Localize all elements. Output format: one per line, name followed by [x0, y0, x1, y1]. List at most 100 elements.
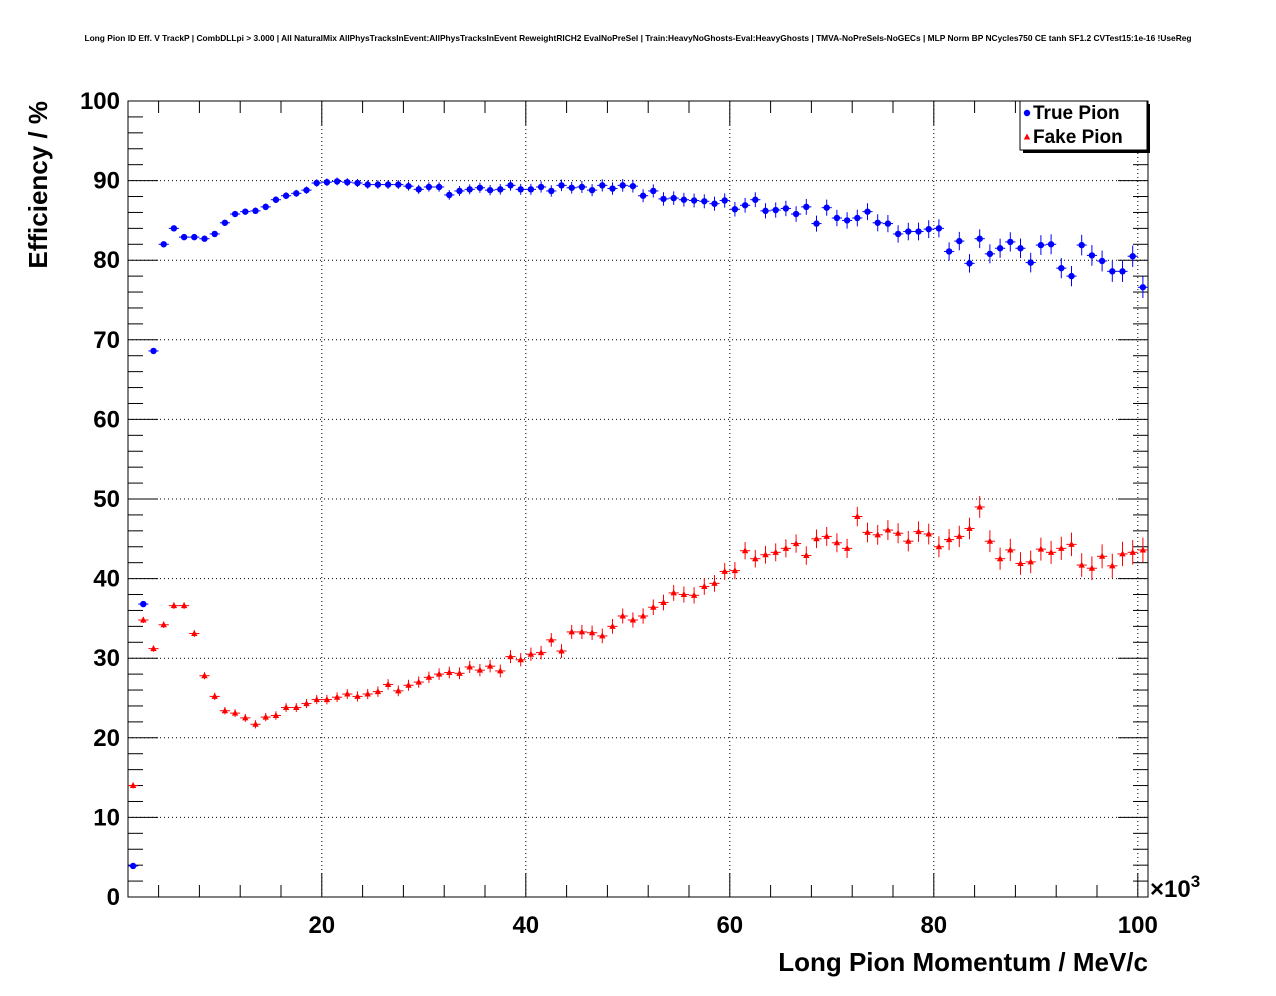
- data-point: [711, 579, 718, 586]
- data-point: [191, 233, 198, 241]
- data-point: [731, 567, 739, 574]
- data-point: [588, 629, 596, 636]
- x-tick-label: 100: [1118, 912, 1158, 939]
- data-point: [129, 862, 137, 870]
- data-point: [476, 666, 484, 673]
- data-point: [160, 621, 167, 628]
- data-point: [354, 179, 361, 187]
- data-point: [466, 663, 473, 670]
- data-point: [1109, 562, 1116, 569]
- data-point: [1037, 545, 1045, 552]
- data-point: [935, 543, 943, 550]
- data-point: [364, 690, 371, 697]
- data-point: [782, 205, 790, 212]
- data-point: [231, 210, 239, 218]
- data-point: [446, 191, 453, 199]
- x-tick-label: 20: [308, 912, 335, 939]
- data-point: [415, 678, 422, 685]
- y-tick-label: 80: [93, 247, 120, 274]
- y-tick-label: 0: [107, 884, 120, 911]
- data-point: [843, 544, 851, 551]
- data-point: [956, 532, 963, 539]
- data-point: [1017, 559, 1024, 566]
- data-point: [435, 670, 443, 677]
- data-point: [1119, 268, 1126, 275]
- data-point: [752, 196, 759, 203]
- data-point: [527, 650, 535, 657]
- data-point: [558, 182, 565, 189]
- data-point: [915, 528, 922, 535]
- data-point: [1027, 558, 1034, 565]
- data-point: [803, 552, 810, 559]
- series-fake-pion: [128, 496, 1148, 789]
- legend-entries: True Pion Fake Pion: [1023, 103, 1123, 148]
- data-point: [650, 187, 657, 195]
- data-point: [435, 183, 443, 191]
- grid-lines: [128, 101, 1148, 897]
- data-point: [384, 181, 392, 188]
- data-point: [650, 603, 657, 610]
- data-point: [1058, 544, 1065, 551]
- data-point: [782, 544, 790, 551]
- data-point: [211, 692, 218, 699]
- data-point: [660, 195, 667, 203]
- legend: True Pion Fake Pion: [1019, 100, 1150, 153]
- data-point: [854, 214, 861, 222]
- data-point: [1058, 264, 1065, 272]
- data-point: [272, 196, 280, 203]
- data-point: [191, 630, 198, 637]
- data-point: [548, 187, 555, 195]
- data-point: [160, 241, 167, 248]
- data-point: [374, 181, 382, 188]
- data-point: [384, 680, 392, 687]
- data-point: [313, 179, 320, 187]
- y-tick-label: 70: [93, 327, 120, 354]
- data-point: [446, 669, 453, 676]
- data-point: [701, 198, 708, 205]
- data-point: [252, 207, 259, 215]
- data-point: [201, 235, 208, 242]
- data-point: [660, 598, 667, 605]
- data-point: [996, 555, 1004, 562]
- data-point: [1007, 546, 1014, 553]
- data-point: [150, 347, 157, 355]
- data-point: [1129, 548, 1136, 555]
- legend-label: True Pion: [1033, 103, 1120, 124]
- data-point: [792, 540, 800, 547]
- data-point: [925, 530, 932, 537]
- data-point: [996, 245, 1004, 252]
- data-point: [1047, 548, 1055, 555]
- data-point: [925, 225, 932, 233]
- plot-frame: [127, 100, 1149, 898]
- data-point: [813, 220, 820, 227]
- data-point: [772, 206, 779, 214]
- data-point: [599, 632, 606, 639]
- data-point: [854, 513, 861, 520]
- data-point: [344, 690, 351, 697]
- data-point: [405, 182, 412, 190]
- data-point: [486, 662, 494, 669]
- data-point: [731, 206, 739, 213]
- data-point: [252, 720, 259, 727]
- data-point: [721, 567, 728, 574]
- data-point: [894, 529, 902, 536]
- data-point: [140, 616, 147, 623]
- data-point: [629, 616, 637, 623]
- data-point: [599, 182, 606, 189]
- data-point: [803, 203, 810, 211]
- data-point: [262, 713, 269, 720]
- data-point: [282, 192, 290, 199]
- data-point: [476, 184, 484, 191]
- data-point: [221, 219, 229, 226]
- data-point: [1047, 241, 1055, 248]
- data-point: [374, 688, 382, 695]
- data-point: [905, 537, 912, 544]
- data-point: [293, 190, 300, 197]
- data-point: [497, 186, 504, 193]
- data-point: [282, 704, 290, 711]
- data-point: [1088, 564, 1096, 571]
- data-point: [486, 186, 494, 194]
- y-tick-label: 40: [93, 566, 120, 593]
- data-point: [231, 709, 239, 716]
- data-point: [1078, 561, 1085, 568]
